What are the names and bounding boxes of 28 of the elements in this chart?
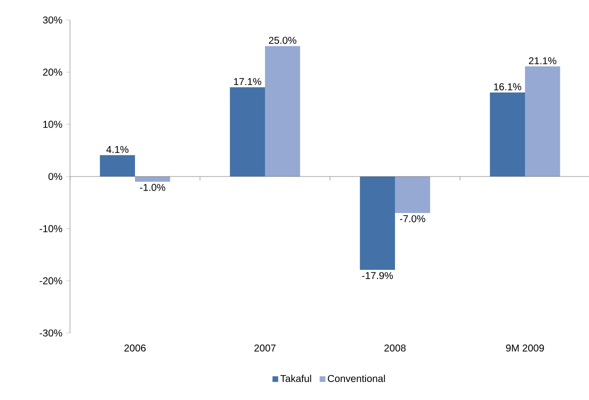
legend-label: Takaful — [280, 374, 312, 382]
data-label: 4.1% — [106, 146, 128, 153]
data-label: 25.0% — [268, 36, 296, 44]
bar — [360, 176, 396, 270]
data-label: 17.1% — [234, 78, 262, 86]
data-label: -7.0% — [400, 215, 426, 222]
x-tick-label: 2006 — [124, 344, 146, 352]
x-tick-label: 2007 — [254, 344, 276, 352]
bar — [100, 155, 135, 176]
data-label: 21.1% — [528, 57, 556, 64]
y-tick-label: 20% — [43, 68, 62, 76]
bar — [230, 87, 265, 176]
bar — [265, 46, 300, 176]
y-tick-label: -10% — [40, 225, 62, 232]
legend-label: Conventional — [328, 374, 385, 382]
data-label: -1.0% — [140, 184, 166, 191]
data-label: -17.9% — [362, 272, 393, 280]
data-label: 16.1% — [494, 83, 522, 90]
bar — [525, 66, 560, 176]
y-tick-label: -30% — [40, 329, 62, 337]
x-tick-label: 9M 2009 — [506, 344, 544, 352]
y-tick-label: 0% — [48, 172, 62, 180]
y-tick-label: 30% — [42, 16, 62, 24]
x-tick-label: 2008 — [384, 344, 406, 352]
bar — [395, 176, 430, 214]
y-tick-label: 10% — [43, 120, 62, 128]
y-tick-label: -20% — [40, 277, 62, 284]
bar — [490, 92, 526, 176]
